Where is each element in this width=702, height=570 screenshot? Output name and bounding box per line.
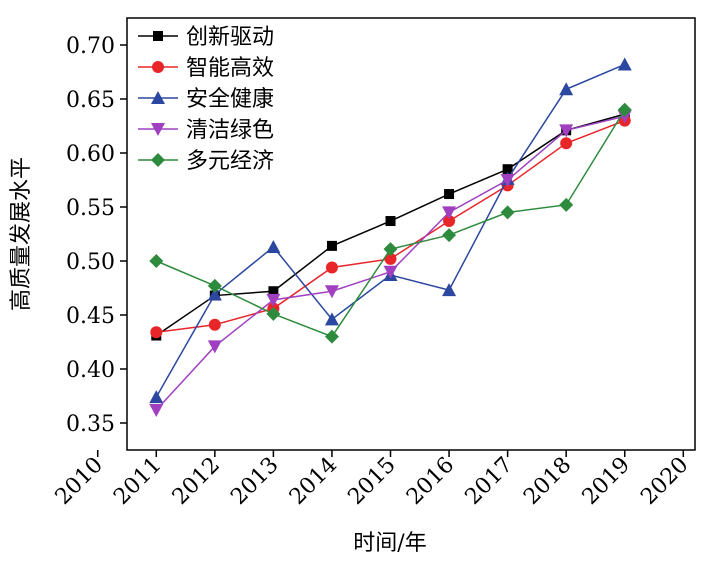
marker [442,206,457,220]
legend-label: 智能高效 [186,56,274,81]
y-tick-label: 0.35 [66,412,115,437]
marker [325,261,338,274]
x-tick-label: 2013 [226,453,283,510]
marker [502,164,513,175]
legend-label: 安全健康 [186,87,274,112]
marker [266,239,281,253]
x-tick-label: 2016 [402,453,459,510]
marker [151,123,165,136]
marker [153,31,163,41]
marker [149,390,164,404]
x-tick-label: 2012 [168,453,225,510]
marker [444,189,455,200]
y-tick-label: 0.40 [66,358,115,383]
y-tick-label: 0.45 [66,304,115,329]
marker [385,216,396,227]
marker [559,124,574,138]
y-tick-label: 0.70 [66,34,115,59]
marker [559,82,574,96]
series-line [155,63,626,398]
marker [324,285,339,299]
marker [149,404,164,418]
x-tick-label: 2010 [51,453,108,510]
y-tick-label: 0.50 [66,250,115,275]
marker [208,318,221,331]
marker [151,91,165,104]
marker [149,254,164,268]
marker [500,205,515,220]
marker [500,174,515,187]
legend-label: 创新驱动 [186,25,274,50]
marker [383,265,398,279]
marker [559,197,574,212]
x-tick-label: 2014 [285,453,342,510]
marker [442,283,457,297]
marker [150,326,163,339]
y-tick-label: 0.65 [66,88,115,113]
marker [207,278,222,293]
x-tick-label: 2019 [578,453,635,510]
marker [207,287,222,301]
marker [326,240,337,251]
marker [443,215,456,228]
marker [151,153,165,167]
marker [617,57,632,71]
marker [324,329,339,344]
marker [268,286,279,297]
marker [383,242,398,257]
marker [152,61,164,73]
marker [617,102,632,117]
marker [266,293,281,307]
x-tick-label: 2011 [109,453,166,510]
marker [384,252,397,265]
plot-frame [126,17,696,451]
y-tick-label: 0.55 [66,196,115,221]
y-tick-label: 0.60 [66,142,115,167]
y-axis-label: 高质量发展水平 [9,157,34,311]
legend-label: 多元经济 [186,149,274,174]
legend-label: 清洁绿色 [186,118,274,143]
marker [207,340,222,354]
x-axis-label: 时间/年 [353,531,426,556]
x-tick-label: 2015 [343,453,400,510]
x-tick-label: 2018 [519,453,576,510]
marker [442,228,457,243]
x-tick-label: 2017 [461,453,518,510]
marker [324,312,339,326]
marker [560,137,573,150]
marker [266,306,281,321]
x-tick-label: 2020 [636,453,693,510]
